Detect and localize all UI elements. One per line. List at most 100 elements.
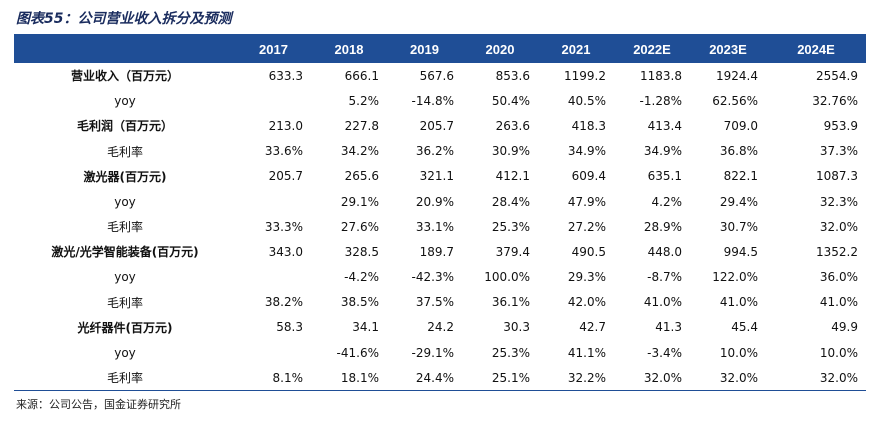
table-cell: 34.9%	[643, 144, 682, 159]
table-cell: 37.5%	[415, 295, 454, 310]
table-cell: 2554.9	[816, 68, 858, 83]
table-body: 营业收入（百万元） 633.3 666.1 567.6 853.6 1199.2 1183.…	[14, 63, 866, 392]
table-cell: 1087.3	[816, 169, 858, 184]
table-cell: 567.6	[419, 68, 454, 83]
table-cell: 29.1%	[340, 194, 379, 209]
header-cell-year: 2024E	[766, 36, 866, 63]
table-cell: 24.2	[427, 320, 454, 335]
table-cell: 1183.8	[640, 68, 682, 83]
table-cell: 41.0%	[819, 295, 858, 310]
table-cell: 45.4	[731, 320, 758, 335]
table-cell: 47.9%	[567, 194, 606, 209]
table-row: 毛利率 33.6% 34.2% 36.2% 30.9% 34.9% 34.9% 36.8% 37…	[14, 139, 866, 164]
table-cell	[236, 340, 311, 365]
table-cell: 32.0%	[614, 365, 690, 392]
table-cell: 29.3%	[567, 270, 606, 285]
row-label: 毛利率	[14, 365, 236, 392]
table-cell: 994.5	[723, 244, 758, 259]
table-cell: 25.1%	[462, 365, 538, 392]
table-cell: 263.6	[495, 118, 530, 133]
table-cell: 25.3%	[491, 345, 530, 360]
table-row: 毛利润（百万元） 213.0 227.8 205.7 263.6 418.3 413.4 70…	[14, 113, 866, 138]
table-cell: 343.0	[268, 244, 303, 259]
table-cell: 41.0%	[719, 295, 758, 310]
table-cell: -8.7%	[647, 270, 682, 285]
table-cell: 33.1%	[415, 219, 454, 234]
table-cell	[236, 265, 311, 290]
table-row: 毛利率 33.3% 27.6% 33.1% 25.3% 27.2% 28.9% 30.7% 32…	[14, 214, 866, 239]
header-cell-year: 2022E	[614, 36, 690, 63]
table-cell: 32.0%	[766, 365, 866, 392]
table-cell: 38.2%	[264, 295, 303, 310]
table-cell: 321.1	[419, 169, 454, 184]
table-cell: 666.1	[344, 68, 379, 83]
row-label: 光纤器件(百万元)	[77, 320, 173, 335]
table-cell	[236, 189, 311, 214]
table-cell: 227.8	[344, 118, 379, 133]
table-cell: -14.8%	[411, 93, 454, 108]
table-cell: -41.6%	[336, 345, 379, 360]
row-label: yoy	[114, 270, 136, 285]
row-label: 营业收入（百万元）	[70, 69, 179, 84]
table-cell: 4.2%	[651, 194, 683, 209]
table-cell: 379.4	[495, 244, 530, 259]
table-cell: 953.9	[823, 118, 858, 133]
table-cell: 36.1%	[491, 295, 530, 310]
table-row: yoy -4.2% -42.3% 100.0% 29.3% -8.7% 122.0% 36.0…	[14, 265, 866, 290]
table-cell: -29.1%	[411, 345, 454, 360]
table-cell: 33.6%	[264, 144, 303, 159]
table-cell: 27.6%	[340, 219, 379, 234]
table-cell: 36.8%	[719, 144, 758, 159]
table-cell: 100.0%	[484, 270, 530, 285]
table-cell: 24.4%	[387, 365, 462, 392]
table-cell: 709.0	[723, 118, 758, 133]
table-cell: 30.9%	[491, 144, 530, 159]
header-cell-label	[14, 36, 236, 63]
row-label: 毛利率	[106, 144, 143, 159]
table-cell: 205.7	[268, 169, 303, 184]
table-cell: 32.2%	[538, 365, 614, 392]
table-row: 激光/光学智能装备(百万元) 343.0 328.5 189.7 379.4 490.5 4…	[14, 239, 866, 264]
table-cell: 41.3	[655, 320, 682, 335]
table-row: yoy 5.2% -14.8% 50.4% 40.5% -1.28% 62.56% 32.76…	[14, 88, 866, 113]
table-cell: -1.28%	[639, 93, 682, 108]
table-cell: 36.2%	[415, 144, 454, 159]
header-row: 2017 2018 2019 2020 2021 2022E 2023E 2024E	[14, 36, 866, 63]
table-cell: 32.76%	[812, 93, 858, 108]
table-cell: 34.9%	[567, 144, 606, 159]
table-cell: -42.3%	[411, 270, 454, 285]
row-label: 毛利率	[106, 220, 143, 235]
table-cell: 41.0%	[643, 295, 682, 310]
table-cell: 418.3	[571, 118, 606, 133]
table-cell: 58.3	[276, 320, 303, 335]
table-cell: -4.2%	[344, 270, 379, 285]
table-cell: -3.4%	[647, 345, 682, 360]
table-cell: 42.7	[579, 320, 606, 335]
table-cell: 5.2%	[348, 93, 380, 108]
table-cell: 205.7	[419, 118, 454, 133]
table-cell: 40.5%	[567, 93, 606, 108]
table-cell: 62.56%	[712, 93, 758, 108]
table-cell: 633.3	[268, 68, 303, 83]
row-label: yoy	[114, 345, 136, 360]
row-label: 激光/光学智能装备(百万元)	[51, 245, 199, 260]
table-cell: 822.1	[723, 169, 758, 184]
table-cell: 27.2%	[567, 219, 606, 234]
forecast-table: 2017 2018 2019 2020 2021 2022E 2023E 2024E 营业收入…	[14, 36, 866, 392]
table-cell: 28.9%	[643, 219, 682, 234]
row-label: 毛利润（百万元）	[76, 119, 173, 134]
table-cell: 32.3%	[819, 194, 858, 209]
table-cell: 36.0%	[819, 270, 858, 285]
source-note: 来源：公司公告，国金证券研究所	[16, 398, 181, 411]
table-cell: 635.1	[647, 169, 682, 184]
table-cell: 25.3%	[491, 219, 530, 234]
header-cell-year: 2017	[236, 36, 311, 63]
header-cell-year: 2020	[462, 36, 538, 63]
row-label: 毛利率	[106, 295, 143, 310]
table-cell: 41.1%	[567, 345, 606, 360]
table-cell: 448.0	[647, 244, 682, 259]
table-row: 毛利率 8.1% 18.1% 24.4% 25.1% 32.2% 32.0% 32.0% 32.…	[14, 365, 866, 392]
table-row: yoy -41.6% -29.1% 25.3% 41.1% -3.4% 10.0% 10.0%	[14, 340, 866, 365]
table-cell: 38.5%	[340, 295, 379, 310]
table-cell: 32.0%	[690, 365, 766, 392]
